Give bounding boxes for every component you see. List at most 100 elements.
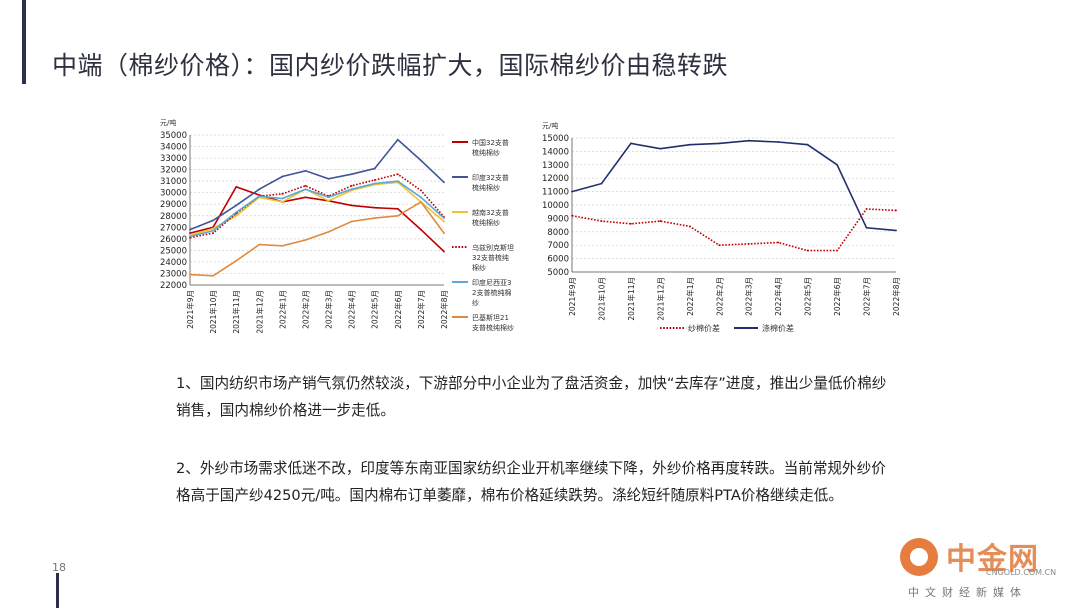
y-tick-label-0-13: 35000 bbox=[160, 131, 187, 141]
data-point-0-3-8 bbox=[373, 179, 376, 181]
data-point-0-4-10 bbox=[420, 196, 422, 199]
data-point-0-1-10 bbox=[420, 159, 422, 162]
data-point-1-1-9 bbox=[836, 163, 838, 166]
data-point-0-4-9 bbox=[396, 180, 399, 183]
legend-label-1-0: 纱棉价差 bbox=[688, 323, 720, 333]
data-point-0-3-9 bbox=[396, 173, 399, 176]
data-point-0-0-2 bbox=[235, 186, 238, 188]
data-point-1-0-0 bbox=[571, 214, 573, 217]
data-point-1-1-3 bbox=[659, 147, 662, 150]
data-point-0-0-0 bbox=[189, 232, 191, 234]
data-point-0-4-6 bbox=[327, 196, 330, 199]
data-point-1-1-6 bbox=[747, 139, 750, 142]
y-tick-label-1-9: 14000 bbox=[542, 147, 569, 157]
data-point-0-1-11 bbox=[443, 181, 445, 184]
watermark-brand: 中金网 bbox=[946, 542, 1039, 577]
y-tick-label-1-6: 11000 bbox=[542, 188, 569, 198]
data-point-0-5-11 bbox=[443, 232, 445, 234]
x-tick-label-0-5: 2022年2月 bbox=[300, 290, 310, 329]
data-point-1-0-1 bbox=[600, 220, 603, 222]
data-point-0-5-1 bbox=[212, 274, 214, 277]
paragraph-2: 2、外纱市场需求低迷不改，印度等东南亚国家纺织企业开机率继续下降，外纱价格再度转… bbox=[176, 460, 886, 504]
y-tick-label-1-0: 5000 bbox=[547, 268, 569, 278]
data-point-0-4-3 bbox=[258, 195, 261, 198]
series-line-1-1 bbox=[571, 139, 897, 232]
series-line-0-5 bbox=[189, 200, 445, 277]
price-spread-chart: 元/吨 5000 6000 7000 8000 9000 10000 11000 12000 13… bbox=[542, 121, 901, 333]
data-point-0-3-1 bbox=[212, 232, 214, 234]
x-tick-label-0-7: 2022年4月 bbox=[347, 290, 357, 329]
page-title: 中端（棉纱价格）：国内纱价跌幅扩大，国际棉纱价由稳转跌 bbox=[52, 51, 729, 80]
legend-label-0-3-2: 棉纱 bbox=[472, 263, 486, 272]
data-point-1-1-7 bbox=[777, 141, 780, 143]
x-tick-label-0-0: 2021年9月 bbox=[185, 290, 195, 329]
series-line-0-1 bbox=[189, 138, 445, 231]
data-point-0-0-7 bbox=[350, 204, 353, 207]
data-point-0-5-7 bbox=[350, 220, 353, 223]
data-point-0-1-9 bbox=[396, 138, 399, 141]
y-tick-label-0-7: 29000 bbox=[160, 200, 187, 210]
data-point-0-4-8 bbox=[373, 182, 376, 185]
x-tick-label-0-3: 2021年12月 bbox=[254, 290, 264, 334]
y-tick-label-0-8: 30000 bbox=[160, 189, 187, 199]
y-tick-label-0-10: 32000 bbox=[160, 166, 187, 176]
watermark-logo-icon bbox=[900, 538, 938, 576]
x-tick-label-1-3: 2021年12月 bbox=[655, 277, 665, 321]
data-point-0-5-3 bbox=[258, 243, 261, 246]
data-point-0-5-6 bbox=[327, 231, 330, 233]
x-tick-label-0-1: 2021年10月 bbox=[208, 290, 218, 334]
x-tick-label-1-10: 2022年7月 bbox=[862, 277, 872, 316]
data-point-1-0-9 bbox=[836, 249, 838, 252]
data-point-1-0-4 bbox=[688, 225, 691, 228]
data-point-1-0-7 bbox=[777, 241, 780, 244]
y-tick-label-0-6: 28000 bbox=[160, 212, 187, 222]
watermark-media: 中文财经新媒体 bbox=[908, 586, 1027, 599]
data-point-0-1-3 bbox=[258, 188, 261, 191]
x-tick-label-0-6: 2022年3月 bbox=[324, 290, 334, 329]
y-tick-label-1-10: 15000 bbox=[542, 134, 569, 144]
data-point-0-1-0 bbox=[189, 228, 191, 231]
data-point-0-4-1 bbox=[212, 229, 214, 232]
unit-label-0: 元/吨 bbox=[160, 118, 176, 127]
y-tick-label-0-9: 31000 bbox=[160, 177, 187, 187]
data-point-0-1-8 bbox=[373, 167, 376, 170]
data-point-0-5-2 bbox=[235, 259, 238, 262]
x-tick-label-0-4: 2022年1月 bbox=[277, 290, 287, 329]
y-tick-label-0-4: 26000 bbox=[160, 235, 187, 245]
y-tick-label-0-3: 25000 bbox=[160, 246, 187, 256]
series-line-0-4 bbox=[189, 180, 445, 238]
data-point-1-1-4 bbox=[688, 143, 691, 146]
legend-label-0-3-0: 乌兹别克斯坦 bbox=[472, 243, 514, 252]
series-line-0-0 bbox=[189, 185, 445, 253]
y-tick-label-0-12: 34000 bbox=[160, 143, 187, 153]
data-point-0-5-4 bbox=[281, 244, 284, 247]
data-point-0-1-1 bbox=[212, 219, 214, 222]
unit-label-1: 元/吨 bbox=[542, 121, 558, 130]
data-point-0-2-2 bbox=[235, 214, 238, 217]
data-point-0-5-8 bbox=[373, 217, 376, 219]
data-point-0-0-5 bbox=[304, 196, 307, 199]
data-point-0-3-5 bbox=[304, 184, 307, 187]
y-tick-label-0-5: 27000 bbox=[160, 223, 187, 233]
data-point-0-4-2 bbox=[235, 211, 238, 214]
x-tick-label-1-0: 2021年9月 bbox=[567, 277, 577, 316]
data-point-0-0-10 bbox=[420, 228, 422, 231]
watermark: 中金网 CNGOLD.COM.CN 中文财经新媒体 bbox=[894, 532, 1064, 602]
x-tick-label-0-9: 2022年6月 bbox=[393, 290, 403, 329]
y-tick-label-1-3: 8000 bbox=[547, 228, 569, 238]
data-point-1-0-8 bbox=[806, 249, 809, 252]
data-point-0-1-7 bbox=[350, 173, 353, 176]
y-tick-label-1-7: 12000 bbox=[542, 174, 569, 184]
legend-label-0-5-1: 支普梳纯棉纱 bbox=[472, 323, 514, 332]
data-point-1-1-10 bbox=[865, 226, 868, 229]
data-point-1-0-10 bbox=[865, 208, 868, 210]
x-tick-label-1-2: 2021年11月 bbox=[626, 277, 636, 321]
accent-bar-bottom bbox=[56, 573, 59, 608]
y-tick-label-1-4: 9000 bbox=[547, 214, 569, 224]
series-line-0-2 bbox=[189, 181, 445, 237]
data-point-0-3-7 bbox=[350, 184, 353, 187]
data-point-1-0-5 bbox=[718, 244, 721, 247]
x-tick-label-0-2: 2021年11月 bbox=[231, 290, 241, 334]
data-point-0-4-4 bbox=[281, 197, 284, 200]
